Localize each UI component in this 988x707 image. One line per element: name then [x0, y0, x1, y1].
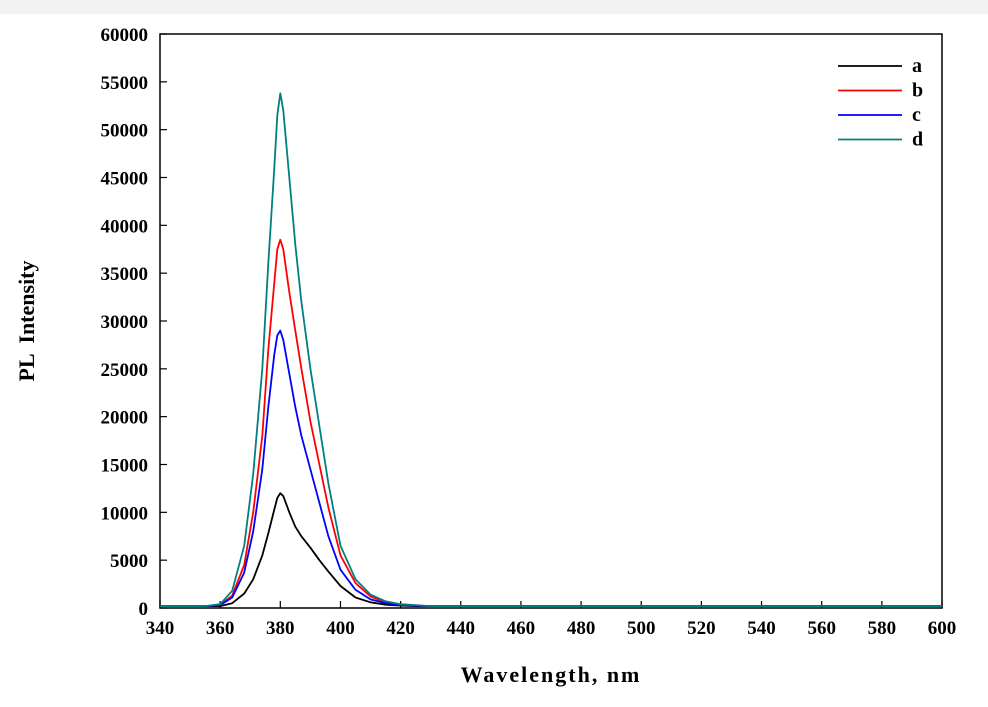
x-tick-label: 520: [687, 618, 716, 639]
x-tick-label: 340: [146, 618, 175, 639]
line-chart: 0 5000 10000 15000 20000 25000 30000 35000 40000…: [14, 25, 957, 687]
y-tick-label: 50000: [101, 121, 149, 142]
y-tick-label: 15000: [101, 456, 149, 477]
series-lines: [160, 92, 942, 607]
legend-label-a: a: [912, 55, 922, 77]
y-tick-label: 30000: [101, 312, 149, 333]
x-tick-label: 360: [206, 618, 235, 639]
x-tick-label: 420: [386, 618, 415, 639]
x-tick-label: 480: [567, 618, 596, 639]
x-axis-title: Wavelength, nm: [461, 662, 642, 687]
x-tick-label: 460: [507, 618, 536, 639]
x-tick-label: 500: [627, 618, 656, 639]
x-tick-label: 580: [868, 618, 897, 639]
x-tick-label: 400: [326, 618, 355, 639]
legend-label-d: d: [912, 129, 923, 151]
y-tick-label: 5000: [110, 551, 148, 572]
y-tick-label: 25000: [101, 360, 149, 381]
legend-label-c: c: [912, 104, 921, 126]
chart-figure: 0 5000 10000 15000 20000 25000 30000 35000 40000…: [0, 14, 988, 707]
y-tick-label: 35000: [101, 264, 149, 285]
y-tick-label: 40000: [101, 216, 149, 237]
x-tick-label: 440: [447, 618, 476, 639]
y-tick-label: 60000: [101, 25, 149, 46]
x-tick-label: 540: [747, 618, 776, 639]
x-tick-label: 600: [928, 618, 957, 639]
x-tick-label: 380: [266, 618, 295, 639]
y-tick-label: 55000: [101, 73, 149, 94]
plot-area-frame: [159, 33, 943, 609]
y-tick-label: 45000: [101, 169, 149, 190]
y-tick-label: 0: [139, 599, 149, 620]
x-tick-label: 560: [807, 618, 836, 639]
y-tick-label: 20000: [101, 408, 149, 429]
x-axis: 340 360 380 400 420 440 460 480 500 520 540 560 580 6…: [146, 601, 957, 639]
y-axis: 0 5000 10000 15000 20000 25000 30000 35000 40000…: [101, 25, 167, 620]
y-tick-label: 10000: [101, 503, 149, 524]
legend-label-b: b: [912, 80, 923, 102]
y-axis-title: PL Intensity: [14, 260, 39, 381]
series-line-d: [160, 92, 942, 607]
